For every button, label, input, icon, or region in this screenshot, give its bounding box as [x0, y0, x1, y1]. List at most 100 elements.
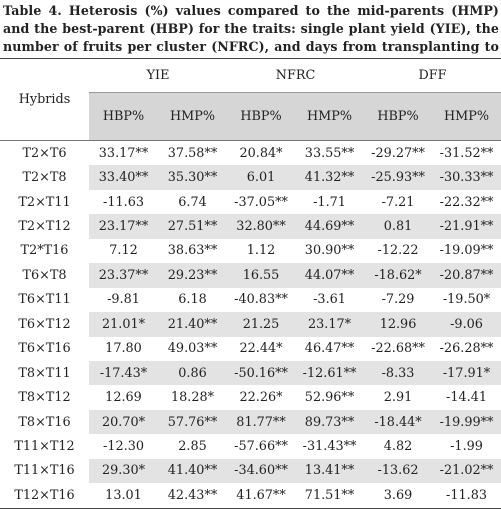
- subheader-nfrc-hbp: HBP%: [227, 92, 296, 141]
- table-row: T6×T12 21.01* 21.40** 21.25 23.17* 12.96 -9.06: [0, 312, 501, 337]
- value-cell: -14.41: [432, 385, 501, 410]
- value-cell: 41.67**: [227, 483, 296, 509]
- value-cell: 20.84*: [227, 140, 296, 166]
- table-row: T12×T16 13.01 42.43** 41.67** 71.51** 3.69 -11…: [0, 483, 501, 509]
- subheader-dff-hbp: HBP%: [364, 92, 433, 141]
- hybrid-label: T2×T11: [0, 189, 89, 215]
- value-cell: 89.73**: [295, 409, 365, 435]
- subheader-yie-hmp: HMP%: [158, 92, 228, 141]
- subheader-yie-hbp: HBP%: [89, 92, 158, 141]
- value-cell: 4.82: [364, 434, 433, 459]
- value-cell: 41.40**: [158, 458, 228, 484]
- value-cell: 13.01: [89, 483, 158, 509]
- value-cell: -7.29: [364, 287, 433, 313]
- hybrid-label: T2×T12: [0, 214, 89, 239]
- value-cell: 49.03**: [158, 336, 228, 361]
- value-cell: -1.71: [295, 189, 365, 215]
- value-cell: 1.12: [227, 238, 296, 264]
- value-cell: 21.25: [227, 312, 296, 337]
- table-row: T8×T12 12.69 18.28* 22.26* 52.96** 2.91 -14.41: [0, 385, 501, 410]
- value-cell: 44.69**: [295, 214, 365, 239]
- value-cell: 42.43**: [158, 483, 228, 509]
- hybrid-label: T6×T11: [0, 287, 89, 313]
- value-cell: 29.30*: [89, 458, 158, 484]
- value-cell: -1.99: [432, 434, 501, 459]
- value-cell: -22.32**: [432, 189, 501, 215]
- value-cell: 29.23**: [158, 263, 228, 288]
- value-cell: 23.17*: [295, 312, 365, 337]
- value-cell: -12.22: [364, 238, 433, 264]
- value-cell: -9.06: [432, 312, 501, 337]
- value-cell: -12.30: [89, 434, 158, 459]
- value-cell: -31.52**: [432, 140, 501, 166]
- value-cell: 17.80: [89, 336, 158, 361]
- table-row: T2×T11 -11.63 6.74 -37.05** -1.71 -7.21 -22.32…: [0, 189, 501, 215]
- table-body: T2×T6 33.17** 37.58** 20.84* 33.55** -29.27**…: [0, 140, 501, 509]
- value-cell: -12.61**: [295, 360, 365, 386]
- value-cell: 12.96: [364, 312, 433, 337]
- value-cell: -22.68**: [364, 336, 433, 361]
- value-cell: 44.07**: [295, 263, 365, 288]
- value-cell: -20.87**: [432, 263, 501, 288]
- value-cell: -21.02**: [432, 458, 501, 484]
- table-row: T6×T11 -9.81 6.18 -40.83** -3.61 -7.29 -19.50*: [0, 287, 501, 313]
- value-cell: 33.40**: [89, 165, 158, 190]
- subheader-nfrc-hmp: HMP%: [295, 92, 365, 141]
- value-cell: -18.62*: [364, 263, 433, 288]
- value-cell: -7.21: [364, 189, 433, 215]
- value-cell: -17.91*: [432, 360, 501, 386]
- value-cell: -19.50*: [432, 287, 501, 313]
- value-cell: 7.12: [89, 238, 158, 264]
- value-cell: 46.47**: [295, 336, 365, 361]
- value-cell: 0.81: [364, 214, 433, 239]
- value-cell: -18.44*: [364, 409, 433, 435]
- value-cell: 38.63**: [158, 238, 228, 264]
- value-cell: 12.69: [89, 385, 158, 410]
- table-row: T11×T12 -12.30 2.85 -57.66** -31.43** 4.82 -1.…: [0, 434, 501, 459]
- value-cell: 22.26*: [227, 385, 296, 410]
- heterosis-table: Hybrids YIE NFRC DFF HBP% HMP% HBP% HMP%…: [0, 58, 501, 509]
- value-cell: -3.61: [295, 287, 365, 313]
- value-cell: 52.96**: [295, 385, 365, 410]
- value-cell: -13.62: [364, 458, 433, 484]
- value-cell: -19.99**: [432, 409, 501, 435]
- value-cell: 3.69: [364, 483, 433, 509]
- value-cell: -21.91**: [432, 214, 501, 239]
- value-cell: 33.55**: [295, 140, 365, 166]
- table-row: T8×T16 20.70* 57.76** 81.77** 89.73** -18.44*…: [0, 409, 501, 435]
- value-cell: 20.70*: [89, 409, 158, 435]
- table-row: T6×T8 23.37** 29.23** 16.55 44.07** -18.62* -2…: [0, 263, 501, 288]
- hybrids-header: Hybrids: [0, 58, 89, 141]
- value-cell: -50.16**: [227, 360, 296, 386]
- value-cell: -17.43*: [89, 360, 158, 386]
- hybrid-label: T6×T12: [0, 312, 89, 337]
- value-cell: -31.43**: [295, 434, 365, 459]
- value-cell: 30.90**: [295, 238, 365, 264]
- value-cell: 21.40**: [158, 312, 228, 337]
- value-cell: -25.93**: [364, 165, 433, 190]
- subheader-dff-hmp: HMP%: [432, 92, 501, 141]
- value-cell: -11.63: [89, 189, 158, 215]
- hybrid-label: T11×T12: [0, 434, 89, 459]
- value-cell: 21.01*: [89, 312, 158, 337]
- value-cell: -30.33**: [432, 165, 501, 190]
- value-cell: 37.58**: [158, 140, 228, 166]
- value-cell: 32.80**: [227, 214, 296, 239]
- table-row: T8×T11 -17.43* 0.86 -50.16** -12.61** -8.33 -1…: [0, 360, 501, 386]
- value-cell: -11.83: [432, 483, 501, 509]
- value-cell: 2.91: [364, 385, 433, 410]
- hybrid-label: T11×T16: [0, 458, 89, 484]
- value-cell: 81.77**: [227, 409, 296, 435]
- value-cell: -57.66**: [227, 434, 296, 459]
- table-row: T2×T8 33.40** 35.30** 6.01 41.32** -25.93** -3…: [0, 165, 501, 190]
- value-cell: 2.85: [158, 434, 228, 459]
- value-cell: 18.28*: [158, 385, 228, 410]
- group-header-dff: DFF: [364, 58, 501, 93]
- value-cell: 22.44*: [227, 336, 296, 361]
- hybrid-label: T12×T16: [0, 483, 89, 509]
- value-cell: -40.83**: [227, 287, 296, 313]
- hybrid-label: T2*T16: [0, 238, 89, 264]
- table-row: T6×T16 17.80 49.03** 22.44* 46.47** -22.68** -…: [0, 336, 501, 361]
- value-cell: 41.32**: [295, 165, 365, 190]
- value-cell: 33.17**: [89, 140, 158, 166]
